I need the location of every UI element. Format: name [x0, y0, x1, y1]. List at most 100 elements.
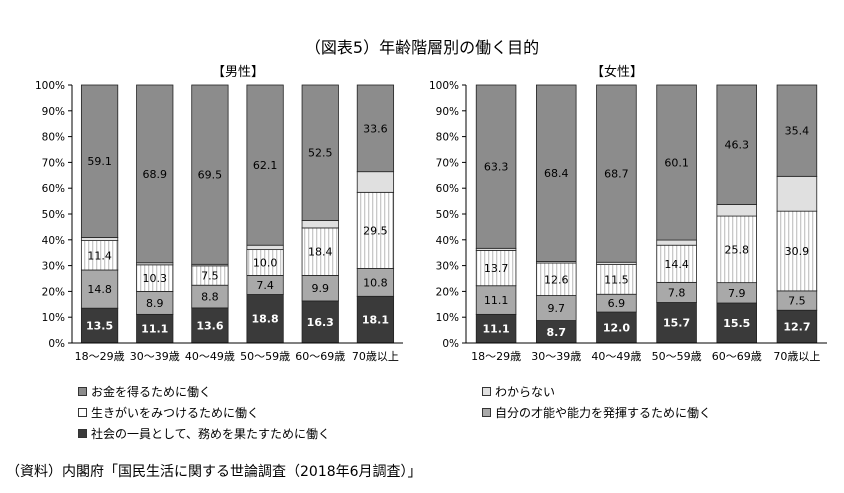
data-label-social: 12.0	[603, 322, 630, 335]
data-label-money: 62.1	[253, 159, 278, 172]
y-tick-label: 100%	[35, 80, 65, 92]
x-tick-label: 18～29歳	[75, 350, 125, 363]
legend-item-unknown: わからない	[482, 383, 555, 400]
y-tick-label: 30%	[42, 261, 65, 273]
y-tick-label: 10%	[42, 312, 65, 324]
bar-segment-money	[656, 84, 697, 241]
bar-segment-unknown	[80, 237, 119, 241]
bar-segment-purpose	[716, 215, 758, 284]
data-label-social: 16.3	[307, 316, 334, 329]
data-label-purpose: 14.4	[664, 258, 689, 271]
x-tick-label: 40～49歳	[185, 350, 235, 363]
y-tick-label: 70%	[42, 157, 65, 169]
bar-segment-social	[475, 313, 517, 344]
data-label-social: 11.1	[141, 323, 168, 336]
bar-segment-purpose	[301, 227, 339, 276]
y-tick-label: 80%	[436, 132, 459, 144]
data-label-social: 11.1	[483, 323, 510, 336]
data-label-money: 63.3	[484, 161, 509, 174]
y-tick-label: 50%	[436, 209, 459, 221]
data-label-social: 15.5	[723, 317, 750, 330]
data-label-talent: 9.7	[548, 302, 566, 315]
data-label-purpose: 29.5	[363, 224, 388, 237]
bar-segment-money	[80, 84, 119, 238]
bar-segment-money	[596, 84, 637, 263]
bar-segment-unknown	[301, 220, 339, 229]
legend-swatch-talent	[482, 408, 491, 417]
legend-swatch-purpose	[78, 408, 87, 417]
x-tick-label: 50～59歳	[240, 350, 290, 363]
bar-segment-talent	[356, 268, 395, 297]
data-label-social: 8.7	[547, 326, 567, 339]
bar-segment-purpose	[596, 264, 637, 295]
legend-label-unknown: わからない	[495, 385, 556, 399]
bar-segment-social	[596, 311, 637, 344]
data-label-social: 13.6	[196, 319, 223, 332]
legend-label-social: 社会の一員として、務めを果たすために働く	[91, 427, 331, 441]
bar-segment-social	[191, 307, 229, 344]
bar-segment-money	[301, 84, 339, 221]
legend-item-money: お金を得るために働く	[78, 383, 211, 400]
data-label-money: 68.9	[143, 168, 168, 181]
data-label-talent: 10.8	[363, 276, 388, 289]
data-label-money: 60.1	[664, 157, 689, 170]
data-label-social: 18.1	[362, 314, 389, 327]
y-tick-label: 60%	[436, 183, 459, 195]
panel-title: 【男性】	[212, 65, 264, 80]
y-tick-label: 0%	[442, 338, 459, 350]
y-tick-label: 70%	[436, 157, 459, 169]
bar-segment-money	[776, 84, 818, 177]
x-tick-label: 18～29歳	[471, 350, 521, 363]
data-label-purpose: 30.9	[785, 245, 810, 258]
bar-segment-purpose	[246, 249, 284, 276]
bar-segment-talent	[535, 295, 577, 321]
bar-segment-unknown	[776, 175, 818, 212]
bar-segment-money	[716, 84, 758, 205]
data-label-social: 15.7	[663, 317, 690, 330]
y-tick-label: 90%	[42, 106, 65, 118]
y-tick-label: 40%	[436, 235, 459, 247]
y-tick-label: 40%	[42, 235, 65, 247]
data-label-talent: 7.8	[668, 286, 686, 299]
chart-title: （図表5）年齢階層別の働く目的	[305, 38, 539, 57]
data-label-talent: 14.8	[87, 283, 112, 296]
data-label-talent: 6.9	[608, 297, 626, 310]
source-note: （資料）内閣府「国民生活に関する世論調査（2018年6月調査）」	[6, 464, 422, 480]
data-label-money: 46.3	[725, 139, 750, 152]
data-label-purpose: 11.4	[87, 249, 112, 262]
legend-item-purpose: 生きがいをみつけるために働く	[78, 404, 259, 421]
data-label-social: 18.8	[252, 313, 279, 326]
panel-female: 【女性】 0% 10% 20% 30% 40% 50% 60% 70% 80% 90% 100% 11.…	[429, 64, 827, 363]
data-label-purpose: 12.6	[544, 273, 569, 286]
data-label-money: 59.1	[87, 155, 112, 168]
data-label-talent: 7.9	[728, 287, 746, 300]
data-label-talent: 7.5	[788, 295, 806, 308]
y-tick-label: 50%	[42, 209, 65, 221]
bar-segment-social	[246, 294, 284, 344]
bar-segment-talent	[80, 269, 119, 309]
legend-item-social: 社会の一員として、務めを果たすために働く	[78, 425, 330, 442]
bar-segment-money	[356, 84, 395, 173]
data-label-social: 13.5	[86, 320, 113, 333]
y-tick-label: 90%	[436, 106, 459, 118]
y-tick-label: 80%	[42, 132, 65, 144]
legend-swatch-unknown	[482, 387, 491, 396]
y-tick-label: 20%	[436, 286, 459, 298]
legend-swatch-money	[78, 387, 87, 396]
data-label-talent: 7.4	[256, 279, 274, 292]
data-label-talent: 8.8	[201, 291, 219, 304]
panel-title: 【女性】	[591, 64, 643, 80]
data-label-money: 33.6	[363, 122, 388, 135]
x-tick-label: 60～69歳	[295, 350, 345, 363]
bar-segment-talent	[301, 275, 339, 302]
legend-item-talent: 自分の才能や能力を発揮するために働く	[482, 404, 711, 421]
bar-segment-unknown	[716, 204, 758, 217]
bar-segment-money	[475, 84, 517, 249]
data-label-purpose: 7.5	[201, 270, 219, 283]
data-label-purpose: 25.8	[725, 243, 750, 256]
y-tick-label: 10%	[436, 312, 459, 324]
x-tick-label: 50～59歳	[652, 350, 702, 363]
bar-segment-money	[136, 84, 174, 264]
x-tick-label: 70歳以上	[352, 350, 399, 363]
